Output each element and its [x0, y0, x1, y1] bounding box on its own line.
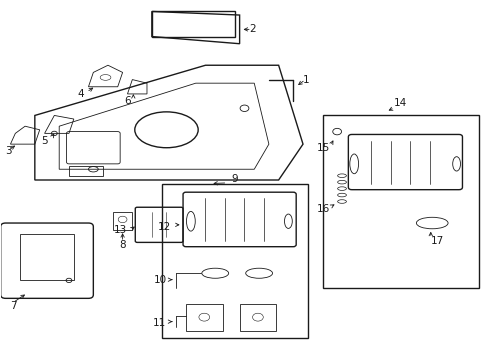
Text: 10: 10 [153, 275, 166, 285]
Text: 7: 7 [10, 301, 17, 311]
Bar [185, 304, 222, 330]
Text: 8: 8 [119, 239, 125, 249]
Text: 2: 2 [249, 24, 256, 35]
Bar [20, 234, 74, 280]
Bar [322, 116, 478, 288]
Text: 16: 16 [316, 204, 329, 214]
Bar [69, 166, 103, 176]
Text: 11: 11 [153, 319, 166, 328]
Text: 15: 15 [316, 143, 329, 153]
Text: 17: 17 [429, 236, 443, 246]
Text: 3: 3 [5, 146, 12, 156]
Bar [113, 212, 132, 230]
Text: 4: 4 [77, 89, 83, 99]
Text: 5: 5 [41, 136, 48, 145]
Text: 12: 12 [158, 222, 171, 231]
Text: 14: 14 [393, 98, 407, 108]
Text: 13: 13 [114, 225, 127, 235]
Text: 1: 1 [303, 75, 309, 85]
Text: 9: 9 [231, 174, 238, 184]
Bar [161, 184, 307, 338]
Bar [239, 304, 276, 330]
Text: 6: 6 [124, 96, 130, 106]
